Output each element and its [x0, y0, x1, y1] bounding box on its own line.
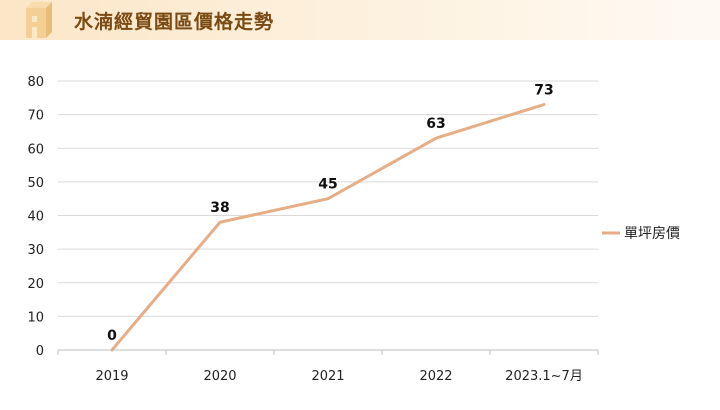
data-label: 73 — [534, 83, 553, 99]
y-tick-label: 30 — [27, 243, 44, 258]
y-tick-label: 70 — [27, 109, 44, 124]
data-label: 38 — [210, 200, 229, 216]
y-tick-label: 0 — [36, 344, 44, 359]
data-label: 45 — [318, 177, 337, 193]
page-title: 水湳經貿園區價格走勢 — [74, 11, 275, 33]
axis-layer: 0 10 20 30 40 50 60 70 80 2019 2020 2021 2022 2023.1~… — [27, 75, 599, 384]
series-layer — [110, 103, 546, 352]
data-label: 0 — [107, 328, 117, 344]
data-point — [543, 104, 545, 106]
data-point — [327, 198, 329, 200]
data-point — [435, 137, 437, 139]
x-tick-label: 2021 — [311, 369, 344, 384]
series-line — [110, 103, 546, 352]
y-tick-label: 40 — [27, 210, 44, 225]
data-point — [111, 349, 113, 351]
x-tick-label: 2020 — [203, 369, 236, 384]
legend-label: 單坪房價 — [624, 225, 680, 242]
y-tick-label: 10 — [27, 310, 44, 325]
y-tick-label: 80 — [27, 75, 44, 90]
y-tick-label: 20 — [27, 277, 44, 292]
x-tick-label: 2023.1~7月 — [505, 369, 583, 384]
data-point — [219, 221, 221, 223]
x-tick-label: 2022 — [419, 369, 452, 384]
y-tick-label: 50 — [27, 176, 44, 191]
data-label: 63 — [426, 116, 445, 132]
x-tick-label: 2019 — [95, 369, 128, 384]
label-layer: 0 38 45 63 73 — [107, 83, 554, 344]
legend: 單坪房價 — [602, 225, 680, 242]
building-logo-icon — [26, 2, 52, 38]
grid-layer — [58, 80, 598, 317]
header-bar: 水湳經貿園區價格走勢 — [0, 0, 720, 40]
y-tick-label: 60 — [27, 142, 44, 157]
